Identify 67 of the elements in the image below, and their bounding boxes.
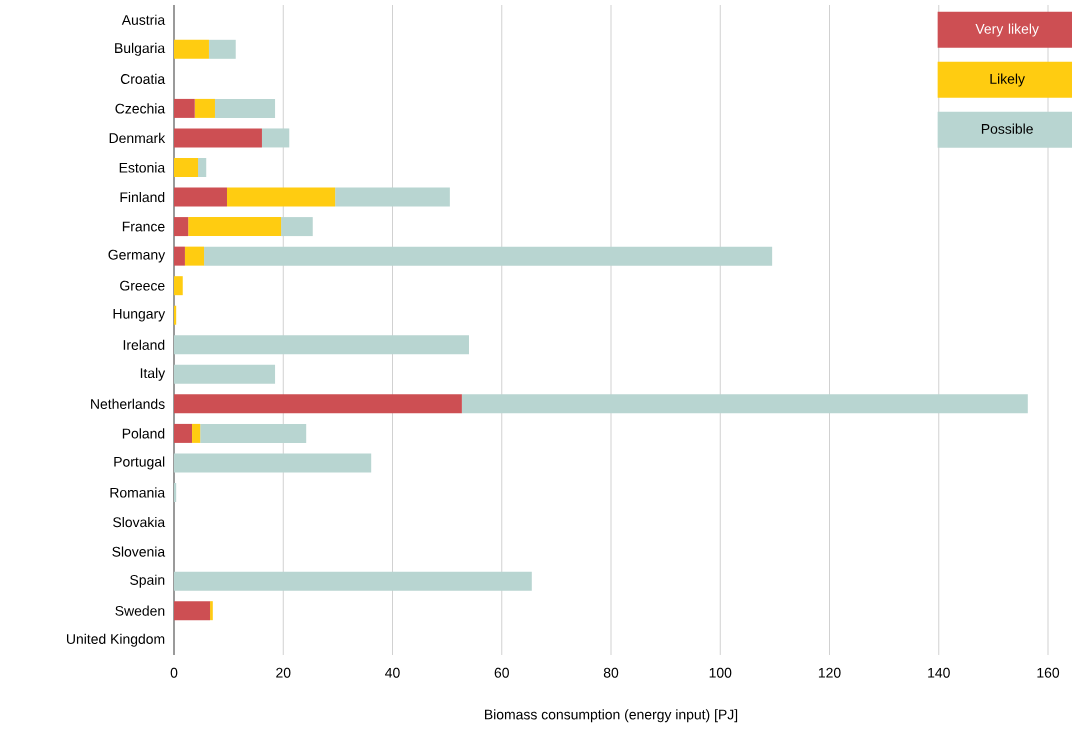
bar bbox=[281, 217, 313, 237]
y-tick-label: Hungary bbox=[113, 308, 166, 322]
y-tick-label: Czechia bbox=[115, 103, 166, 114]
bar bbox=[194, 98, 215, 118]
text: Likely bbox=[990, 73, 1025, 87]
y-tick-label: United Kingdom bbox=[66, 633, 165, 647]
y-tick-label: Slovakia bbox=[113, 516, 166, 528]
x-tick-label: 80 bbox=[603, 667, 619, 678]
y-tick-label: Portugal bbox=[114, 456, 165, 470]
bar bbox=[174, 601, 211, 621]
bar bbox=[174, 571, 532, 591]
bar bbox=[461, 394, 1028, 414]
y-tick-label: Romania bbox=[110, 487, 166, 498]
bar bbox=[174, 453, 372, 473]
bar bbox=[174, 276, 183, 296]
bar bbox=[184, 246, 205, 266]
bar bbox=[208, 39, 236, 59]
y-tick-label: Finland bbox=[120, 191, 165, 203]
y-tick-label: Slovenia bbox=[112, 546, 166, 557]
bar bbox=[210, 601, 213, 621]
y-tick-label: Greece bbox=[120, 280, 165, 291]
y-tick-label: Sweden bbox=[115, 605, 165, 616]
x-tick-label: 40 bbox=[385, 667, 400, 678]
text: Very likely bbox=[975, 23, 1039, 37]
bar bbox=[214, 98, 276, 118]
bar bbox=[335, 187, 450, 207]
bar bbox=[192, 423, 201, 443]
x-tick-label: 60 bbox=[494, 667, 509, 678]
bar bbox=[174, 157, 199, 177]
y-tick-label: Germany bbox=[108, 249, 166, 263]
bar bbox=[174, 128, 262, 148]
bar bbox=[174, 305, 177, 325]
x-axis-title: Biomass consumption (energy input) [PJ] bbox=[485, 709, 738, 723]
x-tick-label: 120 bbox=[818, 667, 841, 678]
y-tick-label: Poland bbox=[122, 428, 165, 439]
bar bbox=[174, 217, 189, 237]
x-tick-label: 140 bbox=[928, 667, 950, 678]
bar bbox=[200, 423, 307, 443]
y-tick-label: Austria bbox=[121, 14, 166, 25]
bar bbox=[174, 39, 209, 59]
bar bbox=[174, 98, 195, 118]
bar bbox=[198, 157, 207, 177]
y-tick-label: Netherlands bbox=[91, 398, 165, 409]
y-tick-label: Spain bbox=[130, 574, 165, 588]
bar bbox=[174, 364, 276, 384]
bar bbox=[174, 335, 469, 355]
text: Possible bbox=[981, 123, 1033, 134]
bar bbox=[204, 246, 773, 266]
bar bbox=[261, 128, 290, 148]
y-tick-label: Denmark bbox=[109, 132, 166, 144]
y-tick-label: Estonia bbox=[119, 162, 166, 173]
bar bbox=[174, 394, 462, 414]
bar bbox=[174, 187, 227, 207]
x-tick-label: 100 bbox=[709, 667, 732, 678]
bar bbox=[174, 483, 177, 502]
y-tick-label: France bbox=[122, 221, 165, 232]
y-tick-label: Bulgaria bbox=[115, 42, 166, 56]
y-tick-label: Croatia bbox=[120, 73, 166, 84]
bar bbox=[174, 246, 185, 266]
x-tick-label: 0 bbox=[170, 667, 178, 678]
x-tick-label: 20 bbox=[276, 667, 291, 678]
bar bbox=[174, 423, 193, 443]
y-tick-label: Italy bbox=[140, 367, 166, 381]
y-tick-label: Ireland bbox=[123, 339, 165, 350]
bar bbox=[226, 187, 336, 207]
x-tick-label: 160 bbox=[1037, 667, 1060, 678]
bar bbox=[188, 217, 282, 237]
